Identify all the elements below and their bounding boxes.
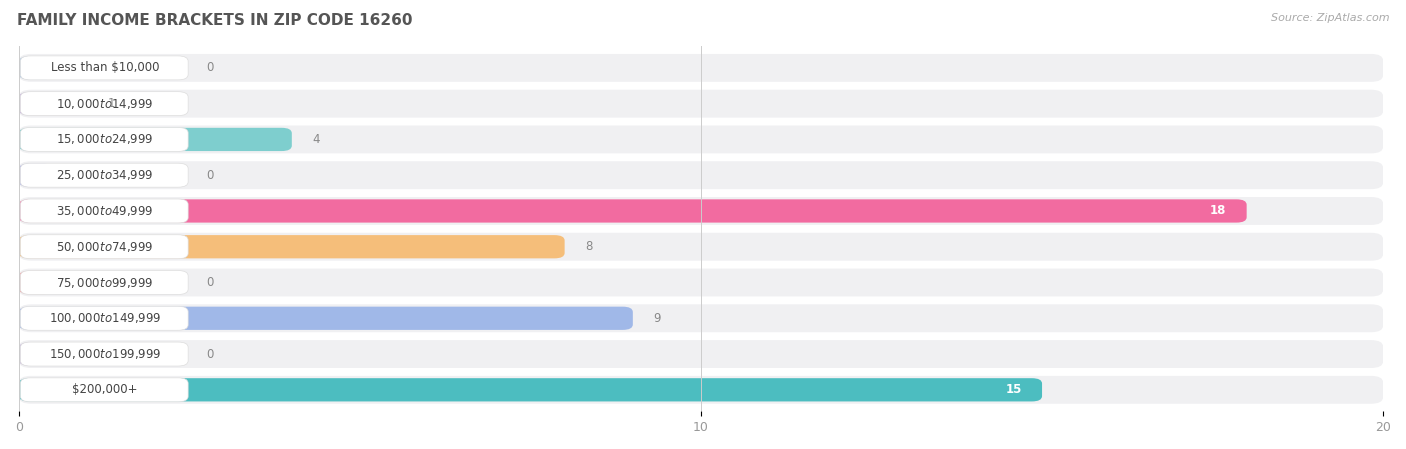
FancyBboxPatch shape xyxy=(20,233,1384,261)
Text: $10,000 to $14,999: $10,000 to $14,999 xyxy=(56,97,153,110)
FancyBboxPatch shape xyxy=(20,54,1384,82)
FancyBboxPatch shape xyxy=(20,90,1384,118)
FancyBboxPatch shape xyxy=(20,56,53,79)
FancyBboxPatch shape xyxy=(20,343,53,365)
Text: 4: 4 xyxy=(312,133,319,146)
Text: 0: 0 xyxy=(207,348,214,361)
FancyBboxPatch shape xyxy=(20,199,1247,223)
FancyBboxPatch shape xyxy=(20,235,188,259)
FancyBboxPatch shape xyxy=(20,306,188,330)
Text: $200,000+: $200,000+ xyxy=(72,383,138,396)
FancyBboxPatch shape xyxy=(20,128,292,151)
FancyBboxPatch shape xyxy=(20,197,1384,225)
FancyBboxPatch shape xyxy=(20,378,1042,401)
Text: Source: ZipAtlas.com: Source: ZipAtlas.com xyxy=(1271,13,1389,23)
FancyBboxPatch shape xyxy=(20,340,1384,368)
FancyBboxPatch shape xyxy=(20,163,188,187)
Text: 15: 15 xyxy=(1005,383,1022,396)
Text: 18: 18 xyxy=(1209,204,1226,217)
FancyBboxPatch shape xyxy=(20,56,188,80)
Text: 0: 0 xyxy=(207,62,214,75)
Text: $25,000 to $34,999: $25,000 to $34,999 xyxy=(56,168,153,182)
FancyBboxPatch shape xyxy=(20,199,188,223)
Text: 0: 0 xyxy=(207,276,214,289)
FancyBboxPatch shape xyxy=(20,271,53,294)
Text: $15,000 to $24,999: $15,000 to $24,999 xyxy=(56,132,153,146)
FancyBboxPatch shape xyxy=(20,235,565,258)
Text: $35,000 to $49,999: $35,000 to $49,999 xyxy=(56,204,153,218)
Text: 8: 8 xyxy=(585,240,592,253)
FancyBboxPatch shape xyxy=(20,271,188,295)
Text: $75,000 to $99,999: $75,000 to $99,999 xyxy=(56,276,153,290)
FancyBboxPatch shape xyxy=(20,163,53,187)
FancyBboxPatch shape xyxy=(20,269,1384,296)
FancyBboxPatch shape xyxy=(20,378,188,402)
FancyBboxPatch shape xyxy=(20,128,188,151)
FancyBboxPatch shape xyxy=(20,92,87,115)
FancyBboxPatch shape xyxy=(20,304,1384,332)
FancyBboxPatch shape xyxy=(20,342,188,366)
Text: Less than $10,000: Less than $10,000 xyxy=(51,62,159,75)
FancyBboxPatch shape xyxy=(20,307,633,330)
Text: $150,000 to $199,999: $150,000 to $199,999 xyxy=(49,347,162,361)
FancyBboxPatch shape xyxy=(20,92,188,116)
Text: $50,000 to $74,999: $50,000 to $74,999 xyxy=(56,240,153,254)
Text: 0: 0 xyxy=(207,169,214,182)
FancyBboxPatch shape xyxy=(20,161,1384,189)
Text: $100,000 to $149,999: $100,000 to $149,999 xyxy=(49,311,162,325)
FancyBboxPatch shape xyxy=(20,376,1384,404)
Text: 1: 1 xyxy=(108,97,115,110)
FancyBboxPatch shape xyxy=(20,125,1384,154)
Text: 9: 9 xyxy=(654,312,661,325)
Text: FAMILY INCOME BRACKETS IN ZIP CODE 16260: FAMILY INCOME BRACKETS IN ZIP CODE 16260 xyxy=(17,13,412,28)
